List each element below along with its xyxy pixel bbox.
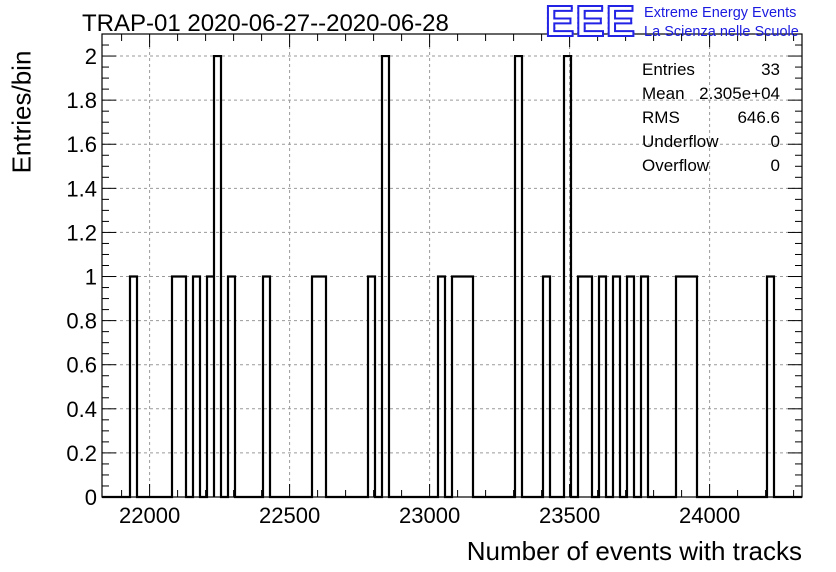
eee-logo-text: Extreme Energy Events La Scienza nelle S… [644, 4, 799, 42]
mean-label: Mean [642, 84, 685, 103]
histogram-bin [452, 277, 473, 497]
x-tick-label: 24000 [679, 503, 740, 528]
histogram-bin [214, 56, 221, 497]
histogram-bin [613, 277, 620, 497]
x-tick-label: 23500 [539, 503, 600, 528]
histogram-bin [543, 277, 550, 497]
y-tick-label: 1.2 [66, 220, 97, 245]
y-tick-label: 2 [85, 44, 97, 69]
entries-label: Entries [642, 60, 695, 79]
rms-label: RMS [642, 108, 680, 127]
overflow-label: Overflow [642, 156, 710, 175]
eee-logo: EEE Extreme Energy Events La Scienza nel… [544, 0, 799, 46]
overflow-value: 0 [770, 156, 780, 175]
histogram-bin [228, 277, 235, 497]
stats-row-mean: Mean 2.305e+04 [642, 82, 780, 106]
underflow-label: Underflow [642, 132, 719, 151]
histogram-bin [130, 277, 137, 497]
histogram-bin [578, 277, 592, 497]
chart-title: TRAP-01 2020-06-27--2020-06-28 [82, 10, 449, 37]
histogram-bin [263, 277, 270, 497]
logo-line-1: Extreme Energy Events [644, 5, 797, 21]
histogram-bin [312, 277, 326, 497]
x-tick-label: 22000 [119, 503, 180, 528]
eee-logo-mark: EEE [544, 0, 637, 46]
y-tick-label: 0.8 [66, 309, 97, 334]
x-tick-label: 23000 [399, 503, 460, 528]
histogram-bin [641, 277, 648, 497]
histogram-bin [438, 277, 445, 497]
x-tick-label: 22500 [259, 503, 320, 528]
y-tick-label: 1.6 [66, 132, 97, 157]
histogram-bin [676, 277, 697, 497]
y-tick-label: 1.4 [66, 176, 97, 201]
underflow-value: 0 [770, 132, 780, 151]
histogram-bin [207, 277, 214, 497]
histogram-bin [193, 277, 200, 497]
y-tick-label: 1 [85, 265, 97, 290]
y-tick-label: 0.4 [66, 397, 97, 422]
histogram-bin [767, 277, 774, 497]
histogram-bin [515, 56, 522, 497]
logo-line-2: La Scienza nelle Scuole [644, 24, 799, 40]
mean-value: 2.305e+04 [699, 84, 780, 103]
stats-row-entries: Entries 33 [642, 58, 780, 82]
rms-value: 646.6 [737, 108, 780, 127]
histogram-bin [368, 277, 375, 497]
stats-row-underflow: Underflow 0 [642, 130, 780, 154]
histogram-bin [172, 277, 186, 497]
histogram-bin [564, 56, 571, 497]
y-tick-label: 1.8 [66, 88, 97, 113]
histogram-bin [627, 277, 634, 497]
entries-value: 33 [761, 60, 780, 79]
y-tick-label: 0 [85, 485, 97, 510]
y-axis-label: Entries/bin [6, 50, 37, 174]
stats-box: Entries 33 Mean 2.305e+04 RMS 646.6 Unde… [642, 58, 780, 178]
stats-row-rms: RMS 646.6 [642, 106, 780, 130]
y-tick-label: 0.6 [66, 353, 97, 378]
histogram-bin [599, 277, 606, 497]
y-tick-label: 0.2 [66, 441, 97, 466]
x-axis-label: Number of events with tracks [466, 536, 802, 566]
stats-row-overflow: Overflow 0 [642, 154, 780, 178]
histogram-bin [382, 56, 389, 497]
